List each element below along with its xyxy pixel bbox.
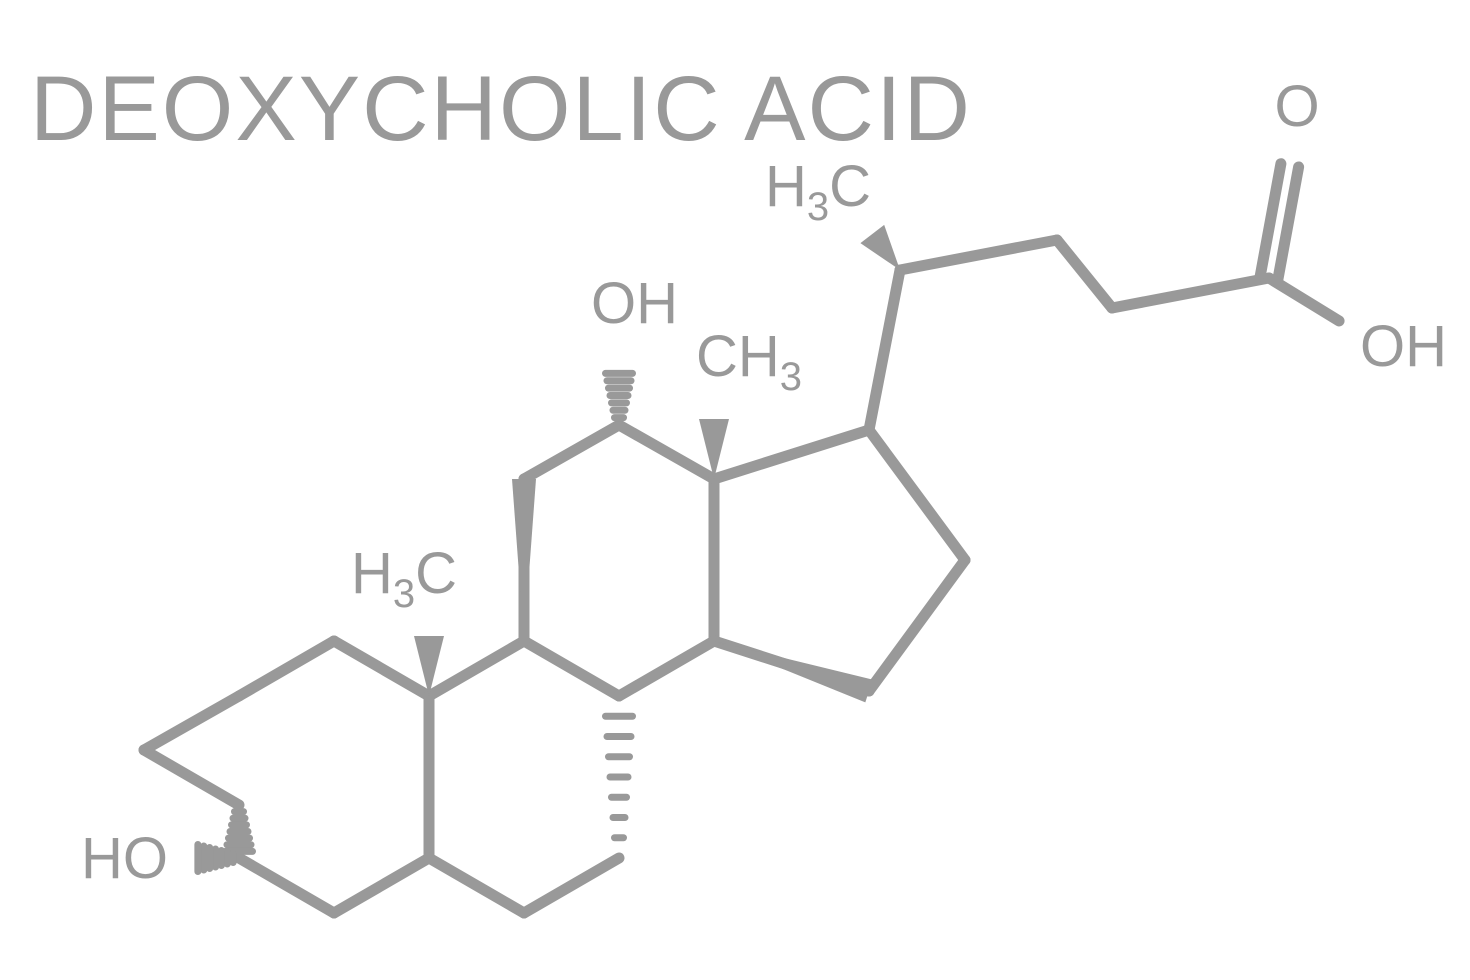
molecule-diagram: DEOXYCHOLIC ACID HO OH H3C CH3 H3C O OH [0,0,1470,980]
atom-label: CH3 [696,324,802,399]
atom-label: OH [1360,314,1447,379]
atom-label: HO [81,826,168,891]
atom-label: OH [591,271,678,336]
atom-label: H3C [765,154,871,229]
atom-label: H3C [351,541,457,616]
title-text: DEOXYCHOLIC ACID [30,58,972,160]
atom-label: O [1274,74,1319,139]
